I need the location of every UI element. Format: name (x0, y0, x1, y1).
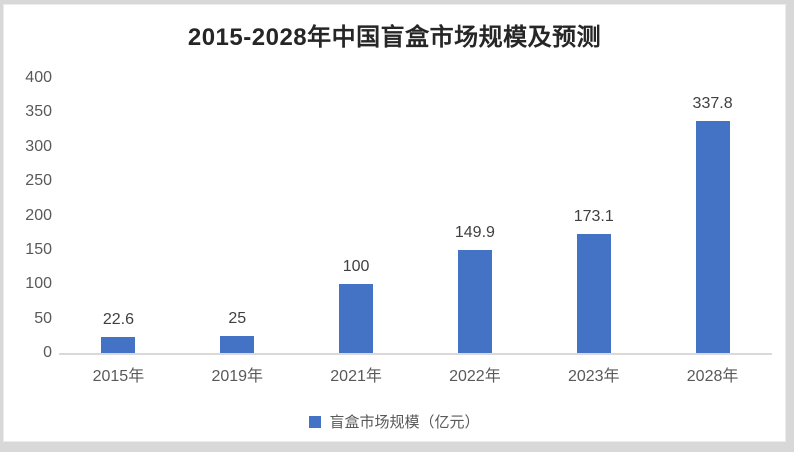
y-axis-tick-label: 150 (25, 240, 52, 258)
bar-value-label: 173.1 (573, 207, 614, 225)
bar-2023年 (576, 233, 611, 353)
y-axis-tick-label: 350 (25, 103, 52, 121)
bar-value-label: 25 (228, 309, 247, 327)
bar-value-label: 337.8 (692, 94, 733, 112)
x-axis-tick-label: 2028年 (686, 368, 739, 385)
chart-title: 2015-2028年中国盲盒市场规模及预测 (187, 24, 602, 51)
y-axis-tick-label: 250 (25, 172, 52, 190)
bar-2021年 (339, 284, 374, 353)
y-axis-tick-label: 300 (25, 137, 52, 155)
y-axis-tick-label: 0 (43, 344, 52, 361)
x-axis-tick-label: 2019年 (211, 368, 264, 385)
bar-2015年 (101, 337, 136, 353)
bar-value-label: 22.6 (102, 311, 134, 329)
x-axis-line (59, 353, 772, 355)
bar-2019年 (220, 335, 255, 353)
x-axis-tick-label: 2015年 (92, 368, 145, 385)
legend: 盲盒市场规模（亿元） (4, 411, 785, 432)
plot-area: 0 50 100 150 200 250 300 350 400 22.6 2015年 25 2019年… (4, 5, 785, 441)
legend-swatch-icon (309, 415, 322, 428)
bar-value-label: 149.9 (454, 223, 495, 241)
x-axis-tick-label: 2022年 (449, 368, 501, 385)
bar-value-label: 100 (342, 258, 370, 276)
y-axis-tick-label: 100 (25, 275, 52, 293)
legend-label: 盲盒市场规模（亿元） (329, 414, 480, 431)
chart-card: 2015-2028年中国盲盒市场规模及预测 0 50 100 150 200 250 300… (3, 4, 786, 442)
x-axis-tick-label: 2021年 (330, 368, 382, 385)
y-axis-tick-label: 400 (25, 69, 52, 86)
bar-2028年 (695, 120, 730, 353)
x-axis-tick-label: 2023年 (567, 368, 620, 385)
y-axis-tick-label: 50 (34, 309, 52, 327)
bar-2022年 (457, 249, 492, 353)
y-axis-tick-label: 200 (25, 206, 52, 224)
